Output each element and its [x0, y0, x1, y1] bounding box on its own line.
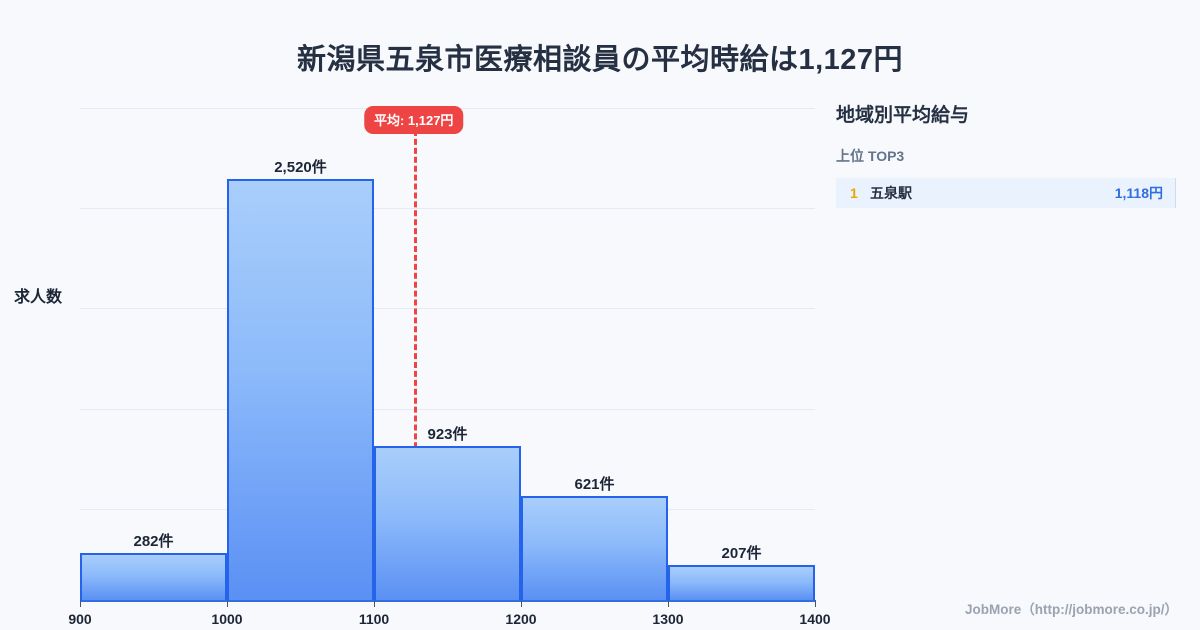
x-axis-tick — [80, 600, 81, 607]
gridline — [80, 408, 815, 410]
average-line — [413, 130, 417, 600]
y-axis-label: 求人数 — [14, 289, 63, 306]
x-axis-tick-label: 1300 — [652, 611, 684, 627]
x-axis-tick-label: 1400 — [799, 611, 831, 627]
bar-value-label: 207件 — [721, 545, 762, 563]
x-axis-tick — [815, 600, 816, 607]
page-title: 新潟県五泉市医療相談員の平均時給は1,127円 — [296, 44, 904, 76]
x-axis-tick-label: 1200 — [505, 611, 537, 627]
histogram-bar[interactable] — [227, 179, 374, 600]
x-axis-baseline — [80, 600, 816, 602]
x-axis-tick-label: 1100 — [358, 611, 390, 627]
x-axis-tick-label: 900 — [68, 611, 92, 627]
rank-salary-value: 1,118円 — [1114, 185, 1163, 201]
gridline — [80, 308, 815, 310]
region-salary-panel: 地域別平均給与 上位 TOP3 1 五泉駅 1,118円 — [836, 100, 1176, 208]
footer-watermark: JobMore（http://jobmore.co.jp/） — [965, 602, 1178, 617]
bar-value-label: 923件 — [427, 425, 468, 443]
histogram-bar[interactable] — [521, 496, 668, 600]
gridline — [80, 208, 815, 210]
average-badge: 平均: 1,127円 — [363, 106, 464, 134]
sidebar-title: 地域別平均給与 — [836, 105, 970, 126]
x-axis-tick — [374, 600, 375, 607]
sidebar-subtitle: 上位 TOP3 — [836, 148, 905, 164]
x-axis-tick — [227, 600, 228, 607]
rank-number: 1 — [850, 185, 858, 201]
rank-list: 1 五泉駅 1,118円 — [836, 178, 1176, 208]
histogram-chart: 求人数 時給 平均: 1,127円 282件2,520件923件621件207件… — [0, 90, 831, 627]
bar-value-label: 621件 — [574, 476, 615, 494]
histogram-bar[interactable] — [668, 565, 815, 600]
bar-value-label: 2,520件 — [274, 159, 327, 177]
rank-row[interactable]: 1 五泉駅 1,118円 — [836, 178, 1176, 208]
histogram-bar[interactable] — [80, 552, 227, 600]
x-axis-tick-label: 1000 — [211, 611, 243, 627]
x-axis-tick — [668, 600, 669, 607]
rank-station-name: 五泉駅 — [870, 185, 912, 201]
histogram-bar[interactable] — [374, 445, 521, 600]
bar-value-label: 282件 — [133, 532, 174, 550]
x-axis-tick — [521, 600, 522, 607]
